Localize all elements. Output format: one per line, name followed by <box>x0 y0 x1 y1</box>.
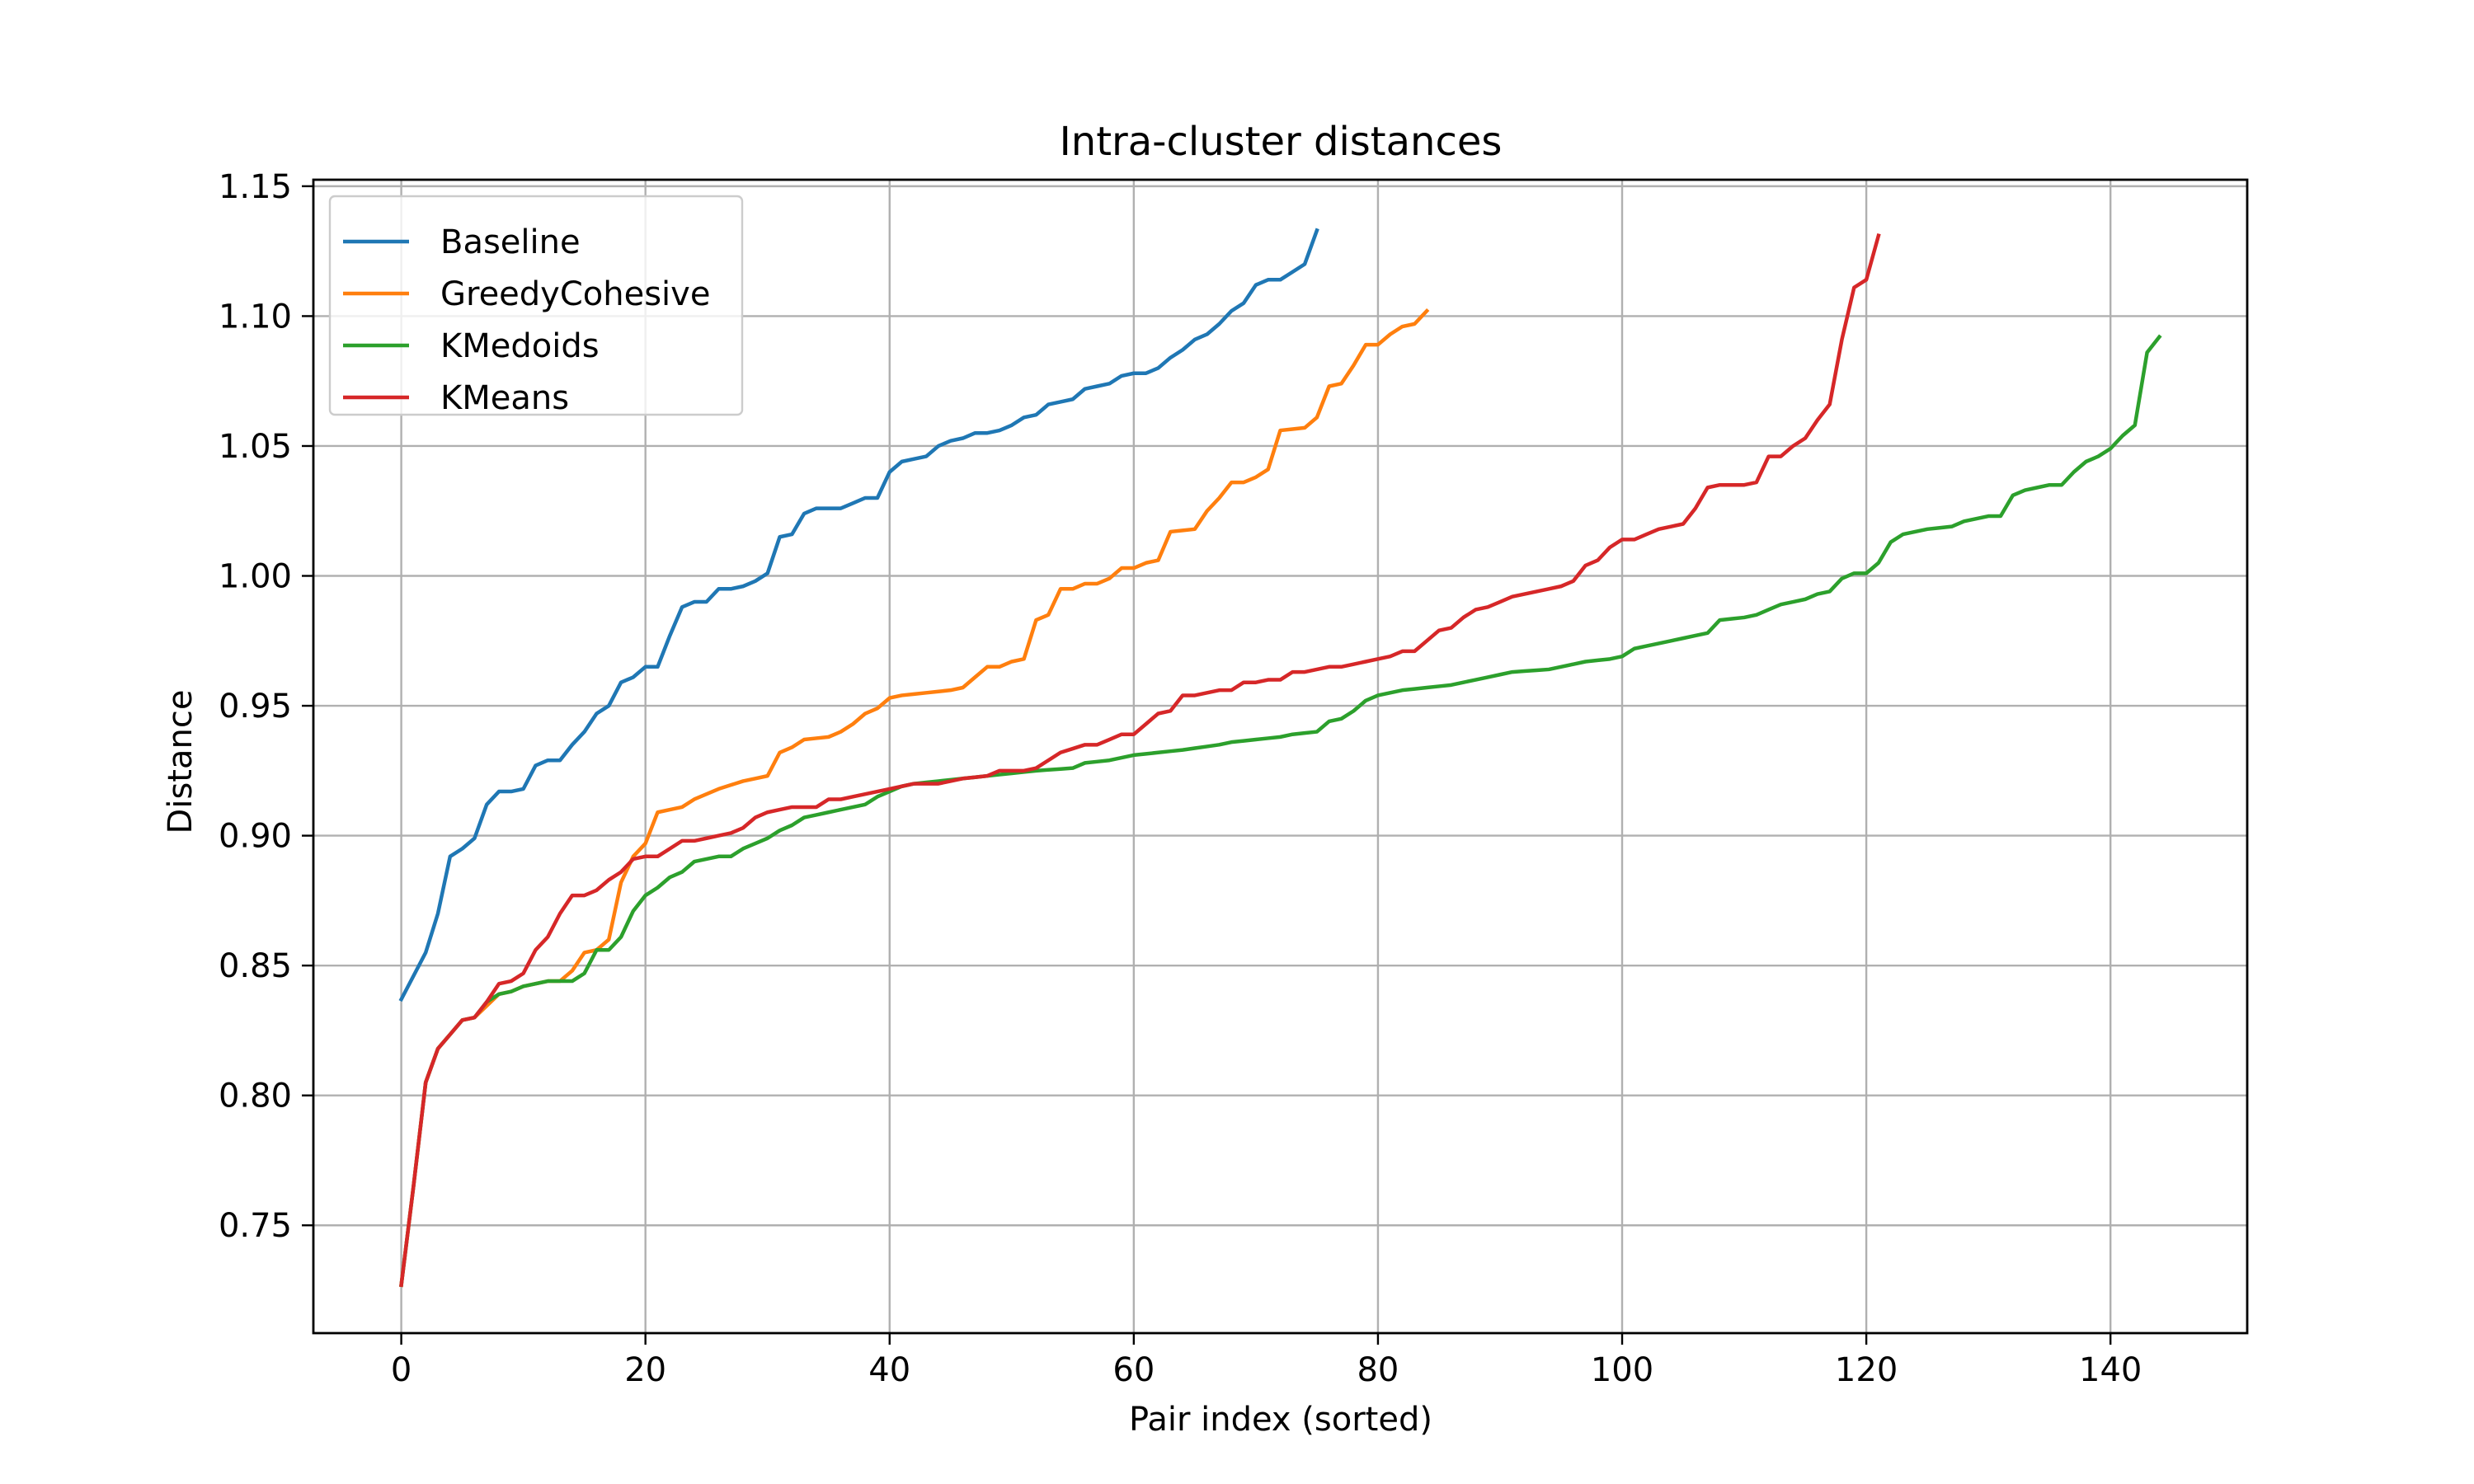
x-tick-label: 80 <box>1357 1351 1399 1389</box>
series-line-kmedoids <box>399 334 2162 1288</box>
y-tick-label: 0.95 <box>219 688 292 726</box>
y-axis-ticks: 0.75 0.80 0.85 0.90 0.95 1.00 1.05 1.10 1.15 <box>219 168 313 1245</box>
x-tick-label: 20 <box>624 1351 666 1389</box>
y-tick-label: 1.05 <box>219 428 292 466</box>
grid <box>313 180 2247 1333</box>
x-tick-label: 140 <box>2079 1351 2142 1389</box>
y-tick-label: 0.75 <box>219 1207 292 1245</box>
x-tick-label: 100 <box>1591 1351 1653 1389</box>
legend-label: KMedoids <box>440 327 600 365</box>
legend: Baseline GreedyCohesive KMedoids KMeans <box>328 195 744 417</box>
series-lines <box>398 228 2162 1288</box>
legend-label: KMeans <box>440 379 569 417</box>
x-tick-label: 40 <box>868 1351 910 1389</box>
series-line-baseline <box>398 228 1319 1003</box>
y-tick-label: 1.00 <box>219 558 292 596</box>
chart-title: Intra-cluster distances <box>1060 119 1503 165</box>
x-tick-label: 120 <box>1835 1351 1898 1389</box>
series-line-greedycohesive <box>399 308 1430 1288</box>
x-axis-label: Pair index (sorted) <box>1129 1401 1432 1439</box>
y-tick-label: 0.80 <box>219 1078 292 1115</box>
y-axis-label: Distance <box>162 690 200 834</box>
y-tick-label: 0.90 <box>219 818 292 856</box>
legend-box <box>328 195 744 416</box>
series-line-kmeans <box>399 232 1881 1288</box>
legend-label: GreedyCohesive <box>440 275 710 313</box>
x-tick-label: 60 <box>1112 1351 1155 1389</box>
legend-label: Baseline <box>440 223 581 261</box>
x-tick-label: 0 <box>391 1351 412 1389</box>
x-axis-ticks: 0 20 40 60 80 100 120 140 <box>391 1333 2142 1389</box>
y-tick-label: 1.15 <box>219 168 292 206</box>
plot-frame <box>312 178 2249 1335</box>
y-tick-label: 0.85 <box>219 947 292 985</box>
y-tick-label: 1.10 <box>219 298 292 336</box>
